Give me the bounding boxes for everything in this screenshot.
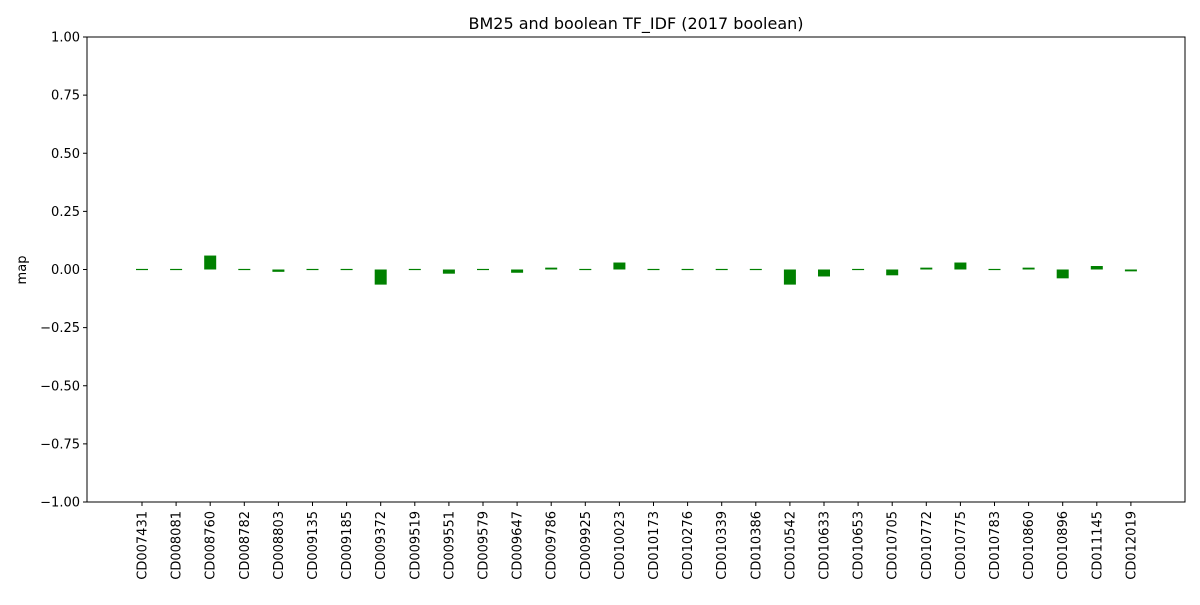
x-tick-label: CD010023 [613,511,628,580]
bar-CD008760 [204,255,217,270]
x-tick-label: CD010783 [988,511,1003,580]
x-tick-label: CD009647 [511,511,526,580]
bar-CD010772 [920,267,933,270]
y-tick-label: 0.50 [51,147,80,162]
bar-CD009551 [442,269,455,274]
y-axis-ticks: 1.00 0.75 0.50 0.25 0.00 −0.25 −0.50 −0.75 −1.00 [40,31,87,511]
bar-CD010173 [647,268,660,271]
y-tick-label: 0.00 [51,263,80,278]
chart-title: BM25 and boolean TF_IDF (2017 boolean) [468,14,803,34]
x-tick-label: CD009925 [579,511,594,580]
x-tick-label: CD010653 [852,511,867,580]
x-tick-label: CD008803 [272,511,287,580]
bar-CD009372 [374,269,387,285]
x-tick-label: CD011145 [1090,511,1105,580]
x-tick-label: CD009519 [408,511,423,580]
x-tick-label: CD009372 [374,511,389,580]
x-tick-label: CD010276 [681,511,696,580]
x-tick-label: CD010386 [749,511,764,580]
x-tick-label: CD010860 [1022,511,1037,580]
bar-CD007431 [136,268,148,271]
y-tick-label: 1.00 [51,31,80,46]
bar-CD009786 [545,267,558,270]
bar-CD009579 [477,268,489,271]
bar-CD009647 [511,269,524,273]
bar-CD008782 [238,268,251,271]
x-tick-label: CD008081 [170,511,185,580]
bar-CD010896 [1056,269,1069,279]
y-tick-label: 0.75 [51,89,80,104]
x-tick-label: CD007431 [136,511,151,580]
bar-CD009519 [408,268,421,271]
x-tick-label: CD010633 [818,511,833,580]
bar-CD010783 [988,268,1001,271]
y-tick-label: −1.00 [40,496,80,511]
bar-CD008081 [170,268,183,271]
bar-CD010633 [818,269,830,277]
bar-CD010775 [954,262,967,270]
bar-CD010386 [749,268,762,271]
bar-CD010653 [852,268,865,271]
y-tick-label: −0.75 [40,437,80,452]
bar-CD010542 [783,269,796,285]
x-tick-label: CD009135 [306,511,321,580]
x-tick-label: CD012019 [1124,511,1139,580]
x-tick-label: CD010542 [783,511,798,580]
x-tick-label: CD009551 [442,511,457,580]
bar-CD008803 [272,269,285,272]
x-tick-label: CD010896 [1056,511,1071,580]
x-tick-label: CD009579 [477,511,492,580]
bar-CD010276 [681,268,694,271]
bar-CD010860 [1022,267,1035,270]
y-axis-label: map [15,256,30,285]
bar-CD010339 [715,268,728,271]
bar-CD009925 [579,268,592,271]
y-tick-label: −0.25 [40,321,80,336]
plot-area-frame [86,36,1186,503]
bar-CD010705 [886,269,899,276]
x-axis-ticks: CD007431 CD008081 CD008760 CD008782 CD008803… [136,502,1139,580]
x-tick-label: CD008760 [204,511,219,580]
y-tick-label: −0.50 [40,379,80,394]
bar-CD010023 [613,262,626,270]
bar-CD009135 [306,268,319,271]
bar-CD009185 [340,268,353,271]
bar-CD011145 [1090,266,1103,270]
x-tick-label: CD009185 [340,511,355,580]
x-tick-label: CD010705 [886,511,901,580]
x-tick-label: CD010772 [920,511,935,580]
y-tick-label: 0.25 [51,205,80,220]
x-tick-label: CD008782 [238,511,253,580]
bar-CD012019 [1124,269,1137,272]
x-tick-label: CD010339 [715,511,730,580]
x-tick-label: CD009786 [545,511,560,580]
bars-group [136,255,1137,285]
x-tick-label: CD010775 [954,511,969,580]
x-tick-label: CD010173 [647,511,662,580]
